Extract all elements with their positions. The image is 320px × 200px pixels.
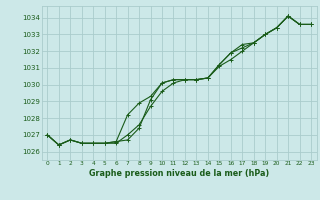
X-axis label: Graphe pression niveau de la mer (hPa): Graphe pression niveau de la mer (hPa): [89, 169, 269, 178]
